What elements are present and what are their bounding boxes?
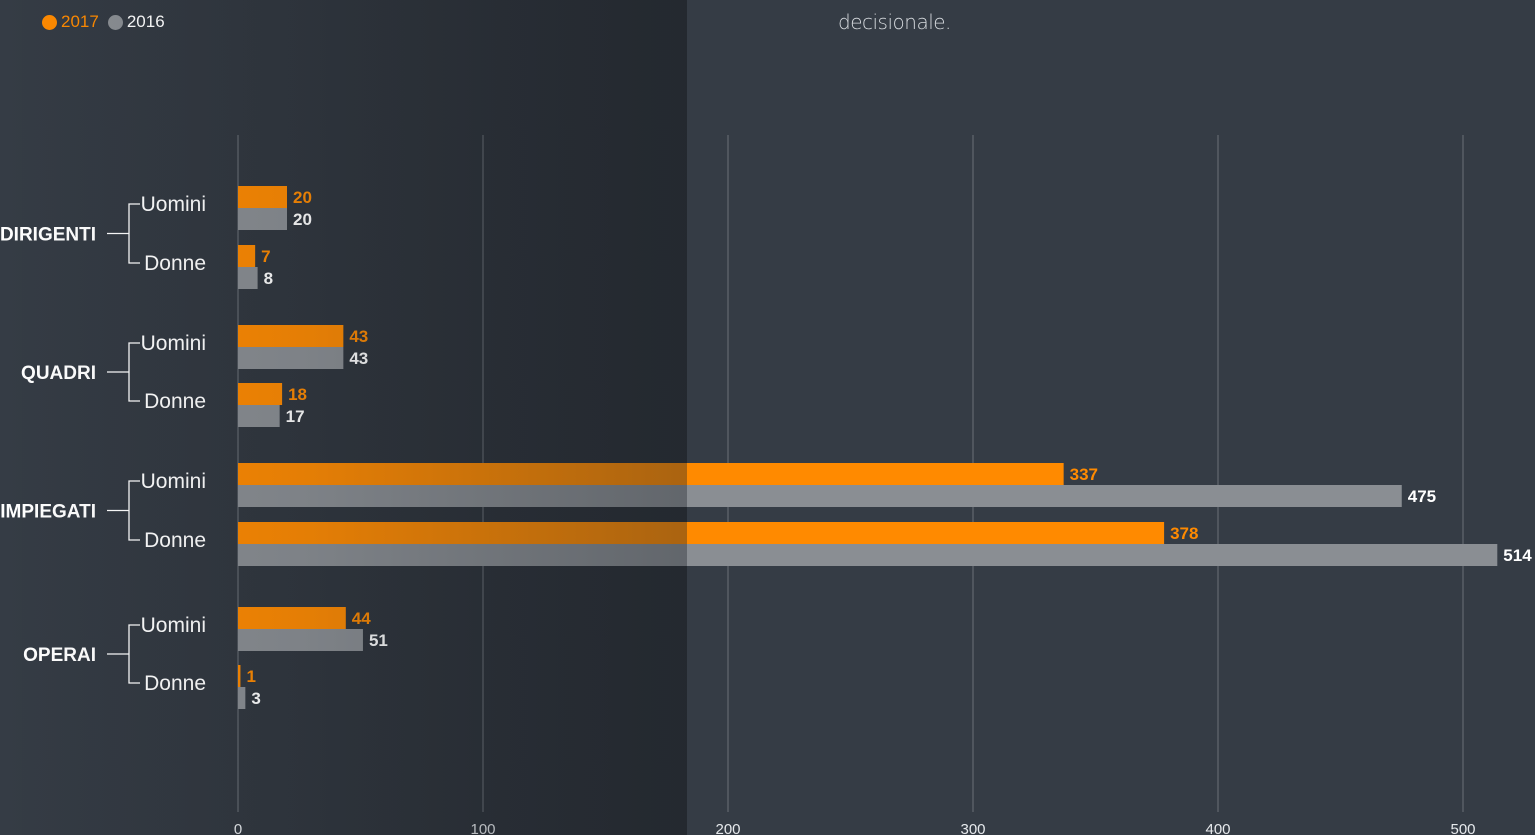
value-label-2016: 514 bbox=[1503, 546, 1532, 565]
x-tick-label: 300 bbox=[960, 821, 985, 835]
value-label-2016: 475 bbox=[1408, 487, 1436, 506]
shade-overlay bbox=[0, 0, 687, 835]
value-label-2017: 378 bbox=[1170, 524, 1198, 543]
x-tick-label: 200 bbox=[715, 821, 740, 835]
value-label-2017: 337 bbox=[1070, 465, 1098, 484]
header-text: decisionale. bbox=[838, 10, 951, 34]
x-tick-label: 400 bbox=[1205, 821, 1230, 835]
x-tick-label: 500 bbox=[1450, 821, 1475, 835]
